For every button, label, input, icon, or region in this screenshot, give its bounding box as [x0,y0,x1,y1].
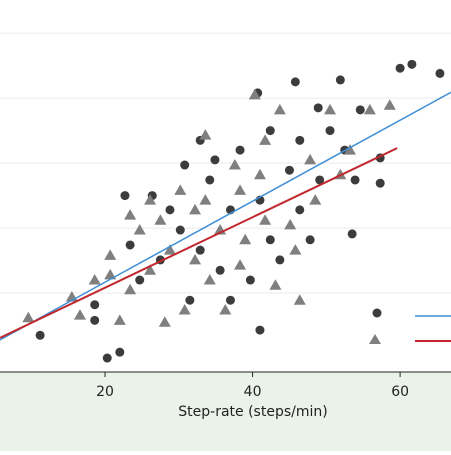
point [273,103,286,115]
point [253,168,266,180]
point [239,233,252,245]
point [265,235,275,245]
point [178,303,191,315]
point [284,165,294,175]
point [275,255,285,265]
point [199,129,212,140]
point [325,126,335,136]
point [90,300,100,310]
axis-background [0,372,451,451]
point [395,63,405,73]
point [228,159,241,170]
point [73,309,86,320]
point [115,347,125,357]
point [113,314,126,325]
point [335,75,345,85]
x-tick-label: 40 [244,384,262,400]
point [350,175,360,185]
point [269,279,282,290]
point [158,316,171,327]
point [305,235,315,245]
point [245,275,255,285]
point [175,225,185,235]
fit-line [0,91,451,341]
point [259,134,272,145]
point [234,259,247,270]
x-tick-label: 20 [96,384,114,400]
point [154,214,167,225]
point [309,194,322,205]
point [185,295,195,305]
point [347,229,357,239]
point [215,265,225,275]
point [102,353,112,363]
point [90,315,100,325]
point [180,160,190,170]
point [125,240,135,250]
point [284,218,297,230]
point [104,268,117,280]
point [234,184,247,195]
point [313,103,323,113]
point [324,103,337,115]
point [375,178,385,188]
legend [369,308,451,344]
point [363,103,376,115]
point [189,253,202,265]
point [144,264,157,275]
point [22,311,35,323]
point [205,175,215,185]
point [255,325,265,335]
point [144,194,157,205]
point [35,330,45,340]
point [343,144,356,155]
fit-line [0,147,398,339]
legend-circle [372,308,382,318]
point [199,194,212,205]
point [203,274,216,285]
point [265,126,275,136]
point [235,145,245,155]
point [210,155,220,165]
point [289,244,302,255]
point [295,205,305,215]
point [124,283,137,295]
point [120,191,130,201]
point [293,294,306,305]
point [104,249,117,260]
point [435,68,445,78]
point [195,245,205,255]
point [219,303,232,315]
point [407,59,417,69]
point [174,184,187,195]
point [165,205,175,215]
point [225,295,235,305]
point [383,99,396,110]
x-axis-label: Step-rate (steps/min) [178,404,327,420]
point [290,77,300,87]
point [189,203,202,215]
point [315,175,325,185]
point [133,224,146,235]
point [355,105,365,115]
point [124,209,137,220]
point [295,135,305,145]
point [88,274,101,285]
point [259,214,272,225]
point [163,244,176,255]
x-tick-label: 60 [391,384,409,400]
point [304,153,317,165]
point [135,275,145,285]
point [248,88,261,100]
legend-triangle [369,334,381,344]
